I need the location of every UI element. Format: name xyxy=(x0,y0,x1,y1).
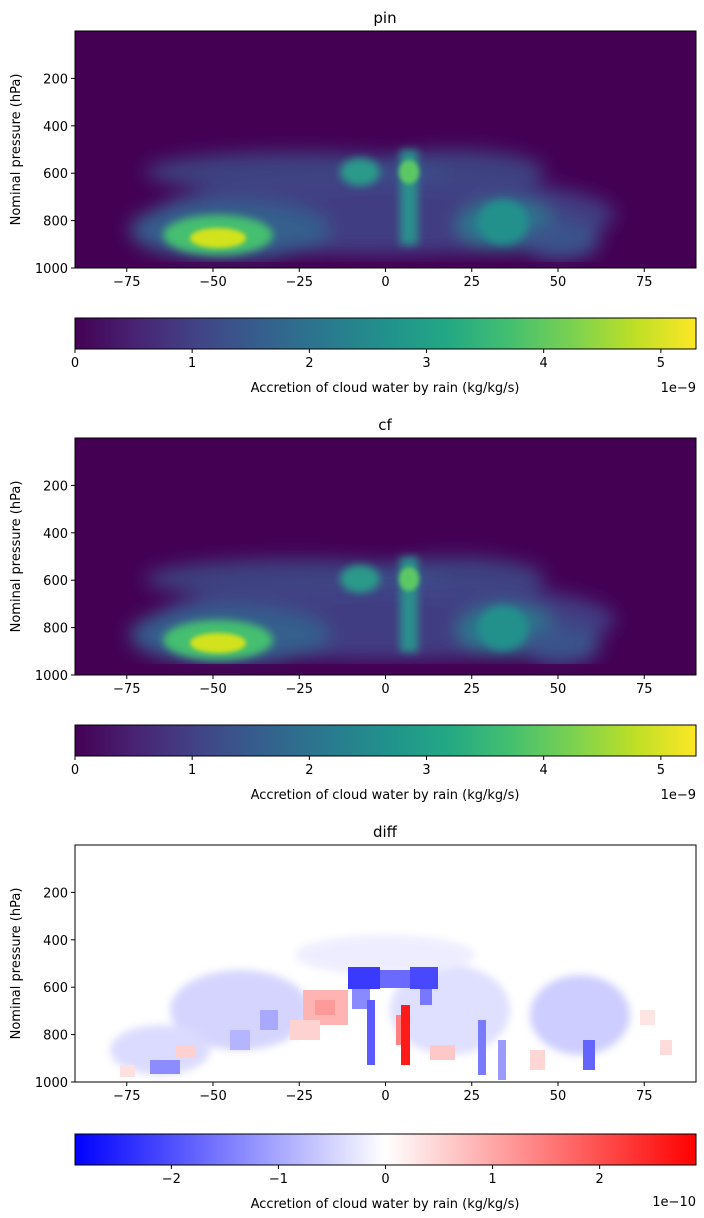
colorbar-tick-label: 5 xyxy=(657,763,665,778)
colorbar-offset-pin: 1e−9 xyxy=(661,381,696,396)
x-tick-label: 25 xyxy=(463,1089,480,1104)
colorbar-diff xyxy=(74,1133,697,1166)
y-tick-label: 800 xyxy=(43,1029,68,1044)
y-tick-label: 800 xyxy=(43,215,68,230)
panel-title-cf: cf xyxy=(378,416,392,434)
colorbar-tick-label: 5 xyxy=(657,356,665,371)
colorbar-offset-diff: 1e−10 xyxy=(652,1195,696,1210)
colorbar-tick-label: 1 xyxy=(488,1172,496,1187)
x-tick-label: 50 xyxy=(550,1089,567,1104)
y-tick-label: 800 xyxy=(43,622,68,637)
y-tick-label: 200 xyxy=(43,72,68,87)
colorbar-tick-label: −2 xyxy=(162,1172,181,1187)
colorbar-tick-label: 0 xyxy=(71,356,79,371)
y-tick-label: 400 xyxy=(43,934,68,949)
colorbar-pin xyxy=(74,317,697,350)
y-tick-label: 600 xyxy=(43,981,68,996)
colorbar-tick-label: 0 xyxy=(71,763,79,778)
y-tick-label: 1000 xyxy=(35,262,68,277)
colorbar-tick-label: 2 xyxy=(595,1172,603,1187)
colorbar-tick-label: 1 xyxy=(188,763,196,778)
y-tick-label: 400 xyxy=(43,527,68,542)
colorbar-offset-cf: 1e−9 xyxy=(661,788,696,803)
panel-title-diff: diff xyxy=(373,823,398,841)
panel-title-pin: pin xyxy=(373,9,396,27)
colorbar-tick-label: −1 xyxy=(269,1172,288,1187)
y-axis-label: Nominal pressure (hPa) xyxy=(9,481,24,633)
x-tick-label: 50 xyxy=(550,682,567,697)
y-axis-label: Nominal pressure (hPa) xyxy=(9,74,24,226)
x-tick-label: 0 xyxy=(381,1089,389,1104)
colorbar-cf xyxy=(74,724,697,757)
x-tick-label: −50 xyxy=(199,275,226,290)
x-tick-label: −50 xyxy=(199,1089,226,1104)
x-tick-label: 0 xyxy=(381,682,389,697)
colorbar-label-diff: Accretion of cloud water by rain (kg/kg/… xyxy=(251,1197,520,1212)
colorbar-tick-label: 0 xyxy=(381,1172,389,1187)
x-tick-label: 75 xyxy=(636,275,653,290)
heatmap-pin xyxy=(75,31,696,268)
x-tick-label: 75 xyxy=(636,1089,653,1104)
y-tick-label: 200 xyxy=(43,479,68,494)
x-tick-label: 75 xyxy=(636,682,653,697)
heatmap-diff xyxy=(75,845,696,1082)
y-axis-label: Nominal pressure (hPa) xyxy=(9,888,24,1040)
x-tick-label: −75 xyxy=(113,275,140,290)
x-tick-label: 50 xyxy=(550,275,567,290)
x-tick-label: −50 xyxy=(199,682,226,697)
x-tick-label: −25 xyxy=(286,682,313,697)
y-tick-label: 600 xyxy=(43,167,68,182)
y-tick-label: 200 xyxy=(43,886,68,901)
colorbar-tick-label: 2 xyxy=(305,356,313,371)
colorbar-label-cf: Accretion of cloud water by rain (kg/kg/… xyxy=(251,788,520,803)
x-tick-label: −75 xyxy=(113,682,140,697)
x-tick-label: −25 xyxy=(286,275,313,290)
y-tick-label: 600 xyxy=(43,574,68,589)
x-tick-label: 25 xyxy=(463,275,480,290)
colorbar-label-pin: Accretion of cloud water by rain (kg/kg/… xyxy=(251,381,520,396)
x-tick-label: 25 xyxy=(463,682,480,697)
heatmap-cf xyxy=(75,438,696,675)
diff-cells xyxy=(120,967,672,1080)
y-tick-label: 400 xyxy=(43,120,68,135)
y-tick-label: 1000 xyxy=(35,1076,68,1091)
colorbar-tick-label: 4 xyxy=(540,763,548,778)
x-tick-label: −75 xyxy=(113,1089,140,1104)
x-tick-label: 0 xyxy=(381,275,389,290)
colorbar-tick-label: 2 xyxy=(305,763,313,778)
x-tick-label: −25 xyxy=(286,1089,313,1104)
colorbar-tick-label: 1 xyxy=(188,356,196,371)
y-tick-label: 1000 xyxy=(35,669,68,684)
colorbar-tick-label: 3 xyxy=(422,763,430,778)
colorbar-tick-label: 4 xyxy=(540,356,548,371)
colorbar-tick-label: 3 xyxy=(422,356,430,371)
